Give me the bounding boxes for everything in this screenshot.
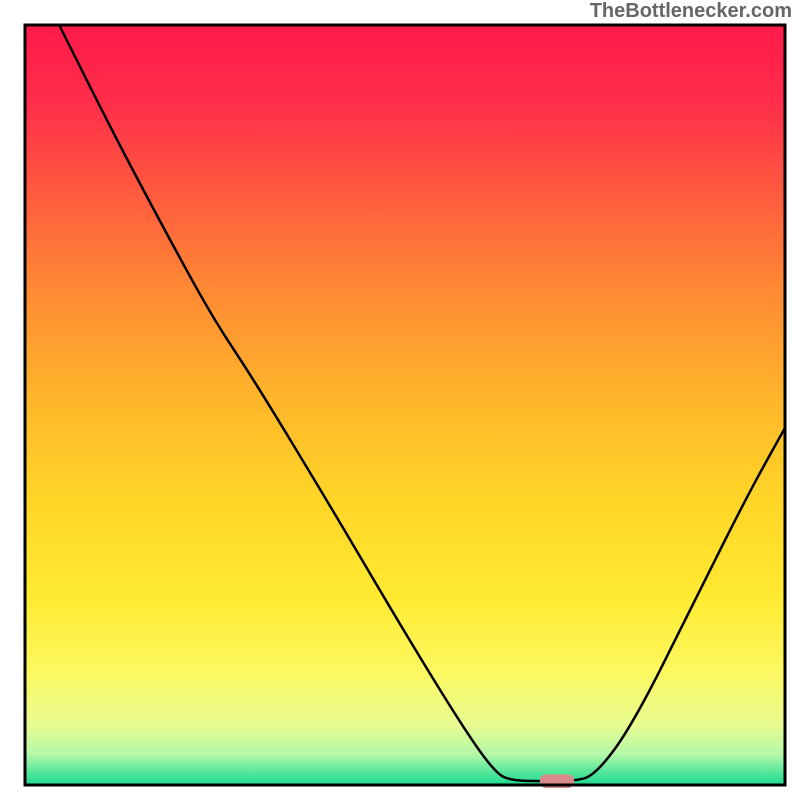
bottleneck-chart: TheBottlenecker.com xyxy=(0,0,800,800)
plot-background xyxy=(25,25,785,785)
watermark-text: TheBottlenecker.com xyxy=(590,0,792,23)
chart-svg xyxy=(0,0,800,800)
